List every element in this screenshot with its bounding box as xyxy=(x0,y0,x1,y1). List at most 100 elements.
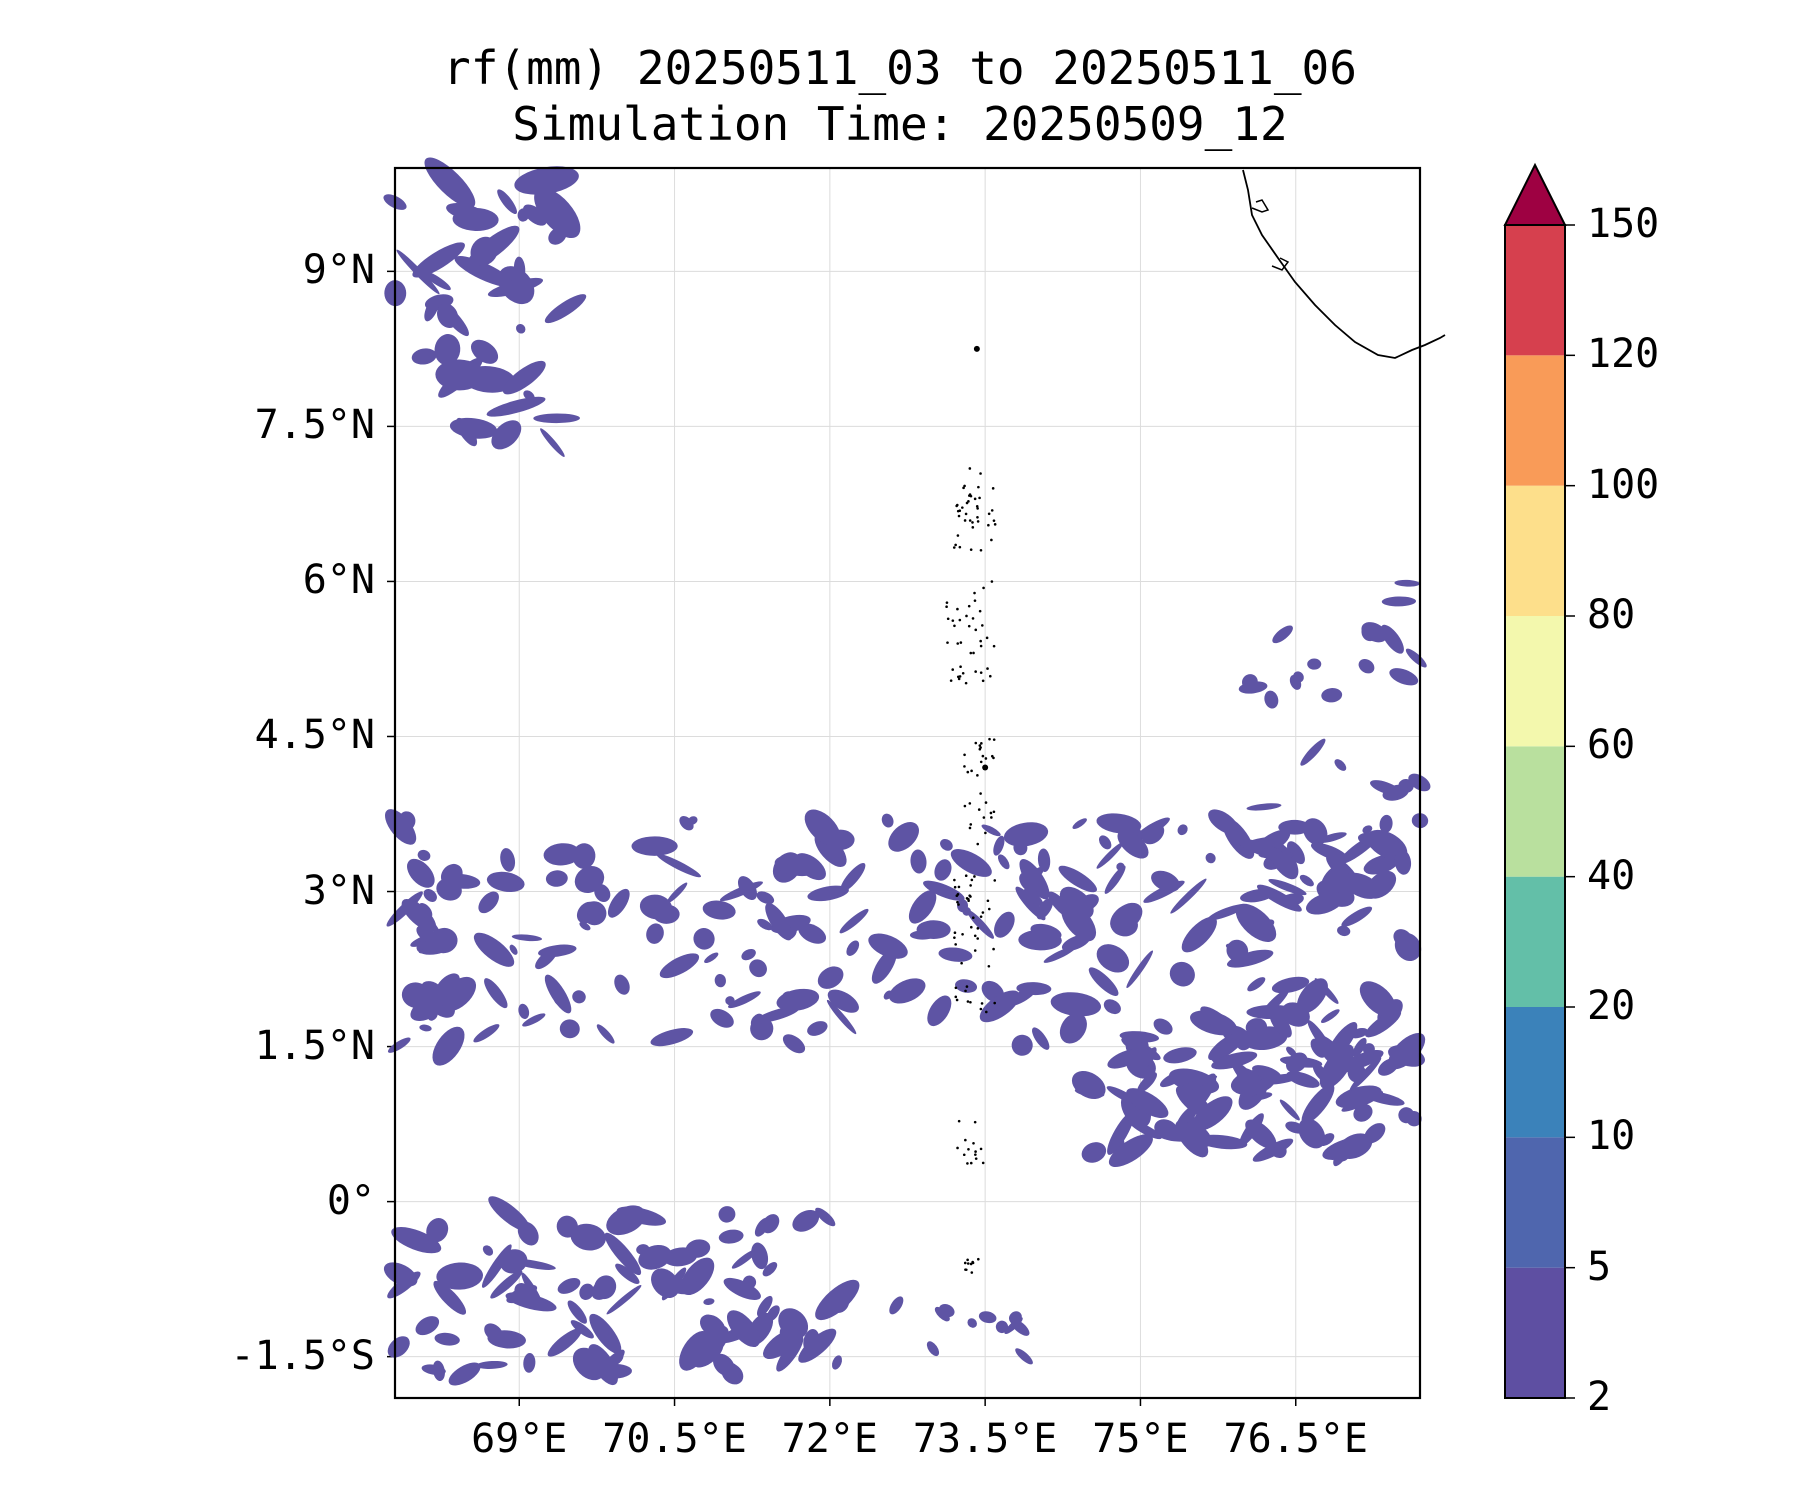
rain-patch xyxy=(1208,809,1239,835)
island-dot xyxy=(974,1150,977,1153)
rain-patch xyxy=(1334,759,1347,771)
island-dot xyxy=(991,487,995,490)
rain-patch xyxy=(498,266,535,305)
island-dot xyxy=(970,1271,974,1274)
rain-patch xyxy=(502,360,546,395)
island-dot xyxy=(981,754,985,758)
rain-patch xyxy=(417,903,433,919)
island-dot xyxy=(977,1257,980,1261)
island-dot xyxy=(971,526,975,529)
island-dot xyxy=(992,947,995,951)
rain-patch xyxy=(487,1330,526,1349)
island-dot xyxy=(984,801,988,804)
rainfall-patches xyxy=(383,157,1431,1386)
rain-patch xyxy=(774,855,817,877)
rain-patch xyxy=(757,918,773,931)
rain-patch xyxy=(470,339,499,364)
island-dot xyxy=(982,586,985,590)
rain-patch xyxy=(522,1013,546,1027)
rain-patch xyxy=(533,413,580,424)
rain-patch xyxy=(1320,864,1350,897)
rain-patch xyxy=(1317,832,1347,843)
island-dot xyxy=(961,671,965,675)
rain-patch xyxy=(1003,822,1049,847)
rain-patch xyxy=(889,1296,904,1315)
island-dot xyxy=(966,770,970,774)
rain-patch xyxy=(756,891,775,905)
island-dot xyxy=(973,875,976,878)
rain-patch xyxy=(1365,1010,1402,1038)
rain-patch xyxy=(1337,925,1351,937)
india-coastline xyxy=(1242,169,1446,359)
island-dot xyxy=(976,515,979,519)
rain-patch xyxy=(938,947,973,962)
island-dot xyxy=(965,985,969,988)
island-dot xyxy=(990,509,994,512)
island-dot xyxy=(957,903,960,906)
rain-patch xyxy=(1072,818,1087,829)
rain-patch xyxy=(1389,668,1419,686)
island-dot xyxy=(968,826,972,830)
y-tick-label: 0° xyxy=(326,1177,375,1224)
rain-patch xyxy=(1361,622,1379,642)
island-dot xyxy=(979,472,982,475)
rain-patch xyxy=(419,1024,432,1032)
rain-patch xyxy=(1246,803,1282,811)
rain-patch xyxy=(997,854,1010,870)
island-dot xyxy=(954,986,958,990)
rain-patch xyxy=(559,1019,580,1039)
island-dot xyxy=(957,677,961,681)
island-dot xyxy=(987,512,991,516)
rain-patch xyxy=(1286,841,1305,865)
maldives-islands xyxy=(945,345,997,1274)
rain-patch xyxy=(535,948,557,970)
rain-patch xyxy=(1096,842,1124,869)
rain-patch xyxy=(1342,872,1381,899)
rain-patch xyxy=(826,999,857,1035)
x-tick-label: 69°E xyxy=(471,1416,568,1462)
rain-patch xyxy=(523,204,547,226)
colorbar-segment xyxy=(1505,355,1565,486)
rain-patch xyxy=(1058,865,1097,893)
rain-patch xyxy=(476,1360,508,1369)
rain-patch xyxy=(473,932,515,967)
rain-patch xyxy=(436,303,459,329)
rain-patch xyxy=(391,1227,442,1254)
rain-patch xyxy=(679,816,694,831)
rain-patch xyxy=(718,1206,736,1223)
island-dot xyxy=(986,899,990,903)
rain-patch xyxy=(1379,814,1393,834)
island-dot xyxy=(953,931,957,934)
island-dot xyxy=(963,1261,967,1265)
rain-patch xyxy=(1084,997,1093,1005)
rain-patch xyxy=(1181,916,1217,953)
rain-patch xyxy=(1299,874,1314,887)
island-dot xyxy=(969,1000,972,1004)
rain-patch xyxy=(1357,832,1400,851)
rain-patch xyxy=(1279,1099,1300,1121)
island-dot xyxy=(984,757,988,760)
island-dot xyxy=(985,636,989,640)
island-dot xyxy=(968,467,972,470)
island-dot xyxy=(976,937,980,940)
island-dot xyxy=(962,486,965,490)
island-dot xyxy=(979,671,983,674)
island-dot xyxy=(946,617,950,621)
colorbar-tick-label: 100 xyxy=(1587,461,1660,508)
rain-patch xyxy=(544,974,572,1014)
island-dot xyxy=(980,742,983,745)
rain-patch xyxy=(1015,1348,1033,1365)
rain-patch xyxy=(1268,878,1307,896)
colorbar-tick-label: 80 xyxy=(1587,592,1636,638)
island-dot xyxy=(968,494,971,497)
rain-patch xyxy=(815,1207,836,1227)
island-dot xyxy=(968,802,972,805)
rain-patch xyxy=(966,909,995,939)
rain-patch xyxy=(448,1362,481,1386)
rain-patch xyxy=(521,1272,544,1309)
island-dot xyxy=(956,1146,959,1150)
rain-patch xyxy=(1259,1073,1301,1085)
island-dot xyxy=(978,496,981,500)
rain-patch xyxy=(433,1280,467,1315)
rain-patch xyxy=(1362,825,1373,834)
